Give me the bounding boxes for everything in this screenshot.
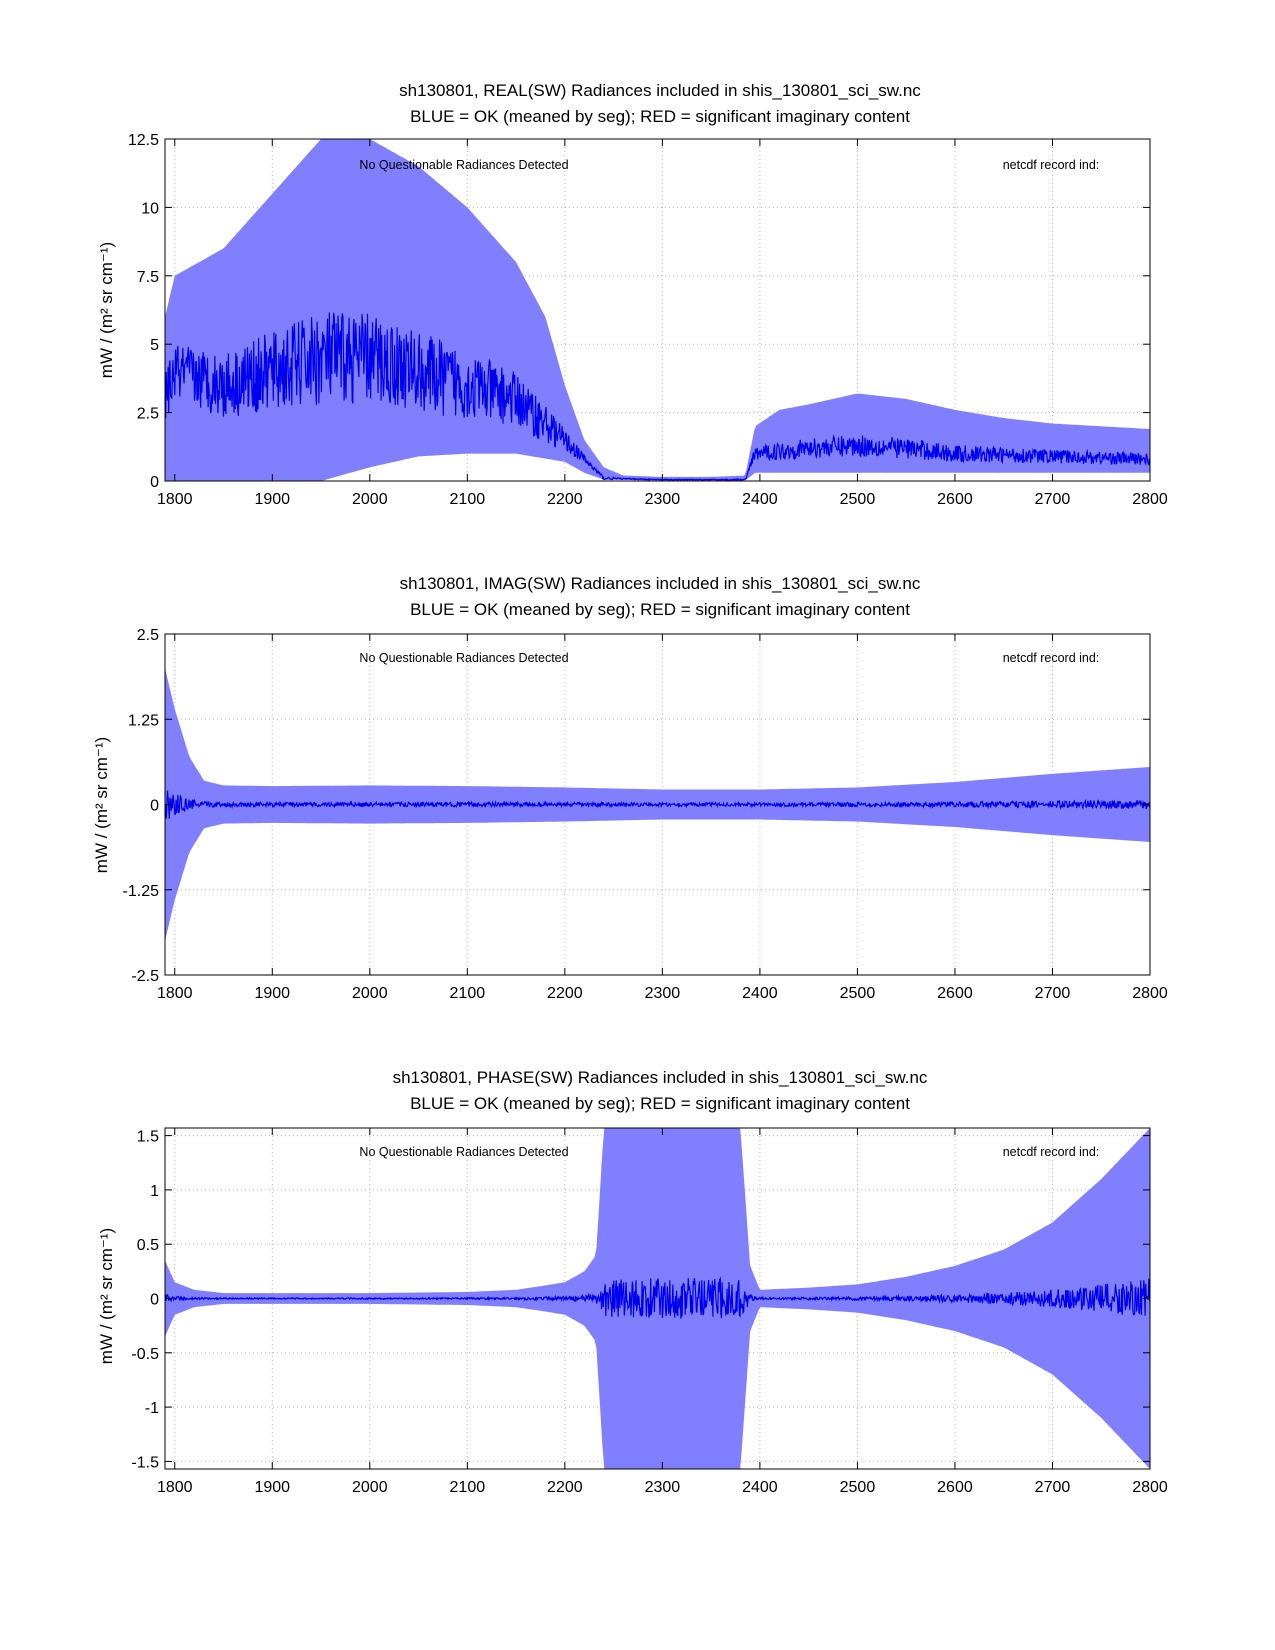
chart-phase-title: sh130801, PHASE(SW) Radiances included i… [393,1068,928,1087]
chart-real-xtick-label: 2300 [645,491,681,508]
chart-real-title: sh130801, REAL(SW) Radiances included in… [399,81,921,100]
chart-imag-xtick-label: 2200 [547,985,583,1002]
chart-phase-xtick-label: 1800 [157,1479,193,1496]
chart-imag-xtick-label: 2700 [1035,985,1071,1002]
chart-real-xtick-label: 2000 [352,491,388,508]
chart-real-plot-area: 1800 1900 2000 2100 2200 2300 2400 2500 2600 2700… [128,132,1168,508]
chart-imag-title: sh130801, IMAG(SW) Radiances included in… [400,574,921,593]
chart-phase-xtick-label: 2200 [547,1479,583,1496]
chart-imag-xtick-label: 2300 [645,985,681,1002]
chart-phase-xtick-label: 2000 [352,1479,388,1496]
chart-imag-subtitle: BLUE = OK (meaned by seg); RED = signifi… [410,600,910,619]
chart-real-ytick-label: 12.5 [128,132,159,149]
chart-real-annotation-status: No Questionable Radiances Detected [359,158,568,172]
chart-phase-plot-area: 1800 1900 2000 2100 2200 2300 2400 2500 2600 2700… [131,1127,1168,1496]
chart-phase-xtick-label: 2500 [840,1479,876,1496]
chart-real-xtick-label: 1800 [157,491,193,508]
chart-phase-xtick-label: 2700 [1035,1479,1071,1496]
chart-real-ytick-label: 5 [150,337,159,354]
chart-real-ylabel: mW / (m² sr cm⁻¹) [97,242,116,378]
chart-phase-xtick-label: 2800 [1132,1479,1168,1496]
chart-real-ytick-label: 2.5 [137,406,159,423]
chart-real-xtick-label: 2100 [450,491,486,508]
chart-imag-xtick-label: 2400 [742,985,778,1002]
chart-phase-annotation-status: No Questionable Radiances Detected [359,1145,568,1159]
chart-imag-ytick-label: -2.5 [131,968,159,985]
chart-phase-ylabel: mW / (m² sr cm⁻¹) [97,1228,116,1364]
chart-phase-xtick-label: 2100 [450,1479,486,1496]
chart-imag: sh130801, IMAG(SW) Radiances included in… [92,574,1168,1002]
chart-real-axes-box [164,138,1151,482]
chart-phase-ytick-label: -1 [145,1400,159,1417]
chart-real-ytick-label: 10 [141,200,159,217]
chart-real-subtitle: BLUE = OK (meaned by seg); RED = signifi… [410,107,910,126]
chart-phase-xtick-label: 2600 [937,1479,973,1496]
chart-phase-xtick-label: 2400 [742,1479,778,1496]
chart-imag-series-group [165,668,1150,941]
chart-imag-xtick-label: 2000 [352,985,388,1002]
chart-imag-ylabel: mW / (m² sr cm⁻¹) [92,737,111,873]
chart-real-xtick-label: 2200 [547,491,583,508]
chart-phase-subtitle: BLUE = OK (meaned by seg); RED = signifi… [410,1094,910,1113]
chart-real-ytick-label: 0 [150,474,159,491]
chart-phase-series-mean [165,1276,1150,1319]
chart-imag-ytick-label: 2.5 [137,627,159,644]
chart-phase-ytick-label: -1.5 [131,1454,159,1471]
chart-real: sh130801, REAL(SW) Radiances included in… [97,81,1168,508]
chart-imag-ytick-label: 1.25 [128,712,159,729]
chart-real-xtick-label: 2700 [1035,491,1071,508]
chart-imag-xtick-label: 2500 [840,985,876,1002]
chart-imag-plot-area: 1800 1900 2000 2100 2200 2300 2400 2500 2600 2700… [123,627,1168,1002]
chart-phase: sh130801, PHASE(SW) Radiances included i… [97,1068,1168,1496]
chart-real-ytick-label: 7.5 [137,269,159,286]
chart-phase-ytick-label: -0.5 [131,1346,159,1363]
chart-real-xtick-label: 2600 [937,491,973,508]
chart-phase-ytick-label: 1 [150,1183,159,1200]
chart-imag-annotation-record: netcdf record ind: [1003,651,1100,665]
chart-phase-series-group [165,1128,1150,1469]
chart-imag-xtick-label: 1900 [254,985,290,1002]
chart-phase-ytick-label: 0 [150,1292,159,1309]
chart-real-series-mean [165,312,1150,481]
chart-real-xtick-label: 1900 [254,491,290,508]
chart-imag-xtick-label: 2100 [450,985,486,1002]
chart-imag-series-mean [165,790,1150,819]
chart-real-xtick-label: 2500 [840,491,876,508]
chart-real-series-group [165,139,1150,481]
chart-real-annotation-record: netcdf record ind: [1003,158,1100,172]
chart-phase-annotation-record: netcdf record ind: [1003,1145,1100,1159]
chart-imag-xtick-label: 2800 [1132,985,1168,1002]
chart-phase-ytick-label: 1.5 [137,1129,159,1146]
chart-imag-xtick-label: 1800 [157,985,193,1002]
chart-real-xtick-label: 2400 [742,491,778,508]
chart-imag-xtick-label: 2600 [937,985,973,1002]
chart-phase-ytick-label: 0.5 [137,1237,159,1254]
chart-imag-ytick-label: -1.25 [123,883,160,900]
chart-phase-xtick-label: 1900 [254,1479,290,1496]
chart-imag-annotation-status: No Questionable Radiances Detected [359,651,568,665]
chart-real-xtick-label: 2800 [1132,491,1168,508]
chart-imag-ytick-label: 0 [150,798,159,815]
chart-phase-xtick-label: 2300 [645,1479,681,1496]
